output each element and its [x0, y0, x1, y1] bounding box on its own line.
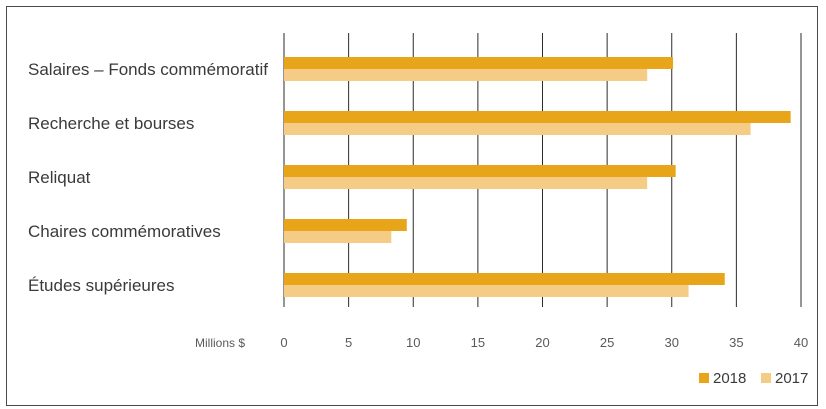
x-tick-label-5: 25 — [600, 335, 614, 350]
x-tick-label-2: 10 — [406, 335, 420, 350]
x-axis-unit-label: Millions $ — [195, 336, 245, 350]
x-tick-label-4: 20 — [535, 335, 549, 350]
bar-2017-4 — [284, 285, 689, 297]
bar-chart: Salaires – Fonds commémoratif Recherche e… — [28, 33, 808, 387]
category-label-2: Reliquat — [28, 168, 91, 187]
bar-2018-1 — [284, 111, 791, 123]
bar-2018-4 — [284, 273, 725, 285]
x-tick-label-3: 15 — [471, 335, 485, 350]
bar-2017-3 — [284, 231, 392, 243]
x-tick-label-0: 0 — [280, 335, 287, 350]
bar-2017-2 — [284, 177, 648, 189]
legend: 2018 2017 — [699, 370, 808, 387]
bar-2017-0 — [284, 69, 648, 81]
x-tick-label-6: 30 — [665, 335, 679, 350]
category-label-1: Recherche et bourses — [28, 114, 194, 133]
x-tick-label-1: 5 — [345, 335, 352, 350]
legend-swatch-2018 — [699, 373, 709, 383]
x-tick-label-7: 35 — [729, 335, 743, 350]
category-label-3: Chaires commémoratives — [28, 222, 221, 241]
legend-swatch-2017 — [761, 373, 771, 383]
bar-2018-3 — [284, 219, 407, 231]
bars — [284, 57, 791, 297]
x-tick-labels: 0 5 10 15 20 25 30 35 40 — [280, 335, 808, 350]
x-tick-label-8: 40 — [794, 335, 808, 350]
legend-label-2018: 2018 — [713, 370, 746, 387]
category-label-0: Salaires – Fonds commémoratif — [28, 60, 268, 79]
category-labels: Salaires – Fonds commémoratif Recherche e… — [28, 60, 268, 295]
bar-2018-0 — [284, 57, 674, 69]
legend-label-2017: 2017 — [775, 370, 808, 387]
category-label-4: Études supérieures — [28, 276, 174, 295]
bar-2018-2 — [284, 165, 676, 177]
bar-2017-1 — [284, 123, 751, 135]
chart-frame: Salaires – Fonds commémoratif Recherche e… — [6, 6, 818, 406]
